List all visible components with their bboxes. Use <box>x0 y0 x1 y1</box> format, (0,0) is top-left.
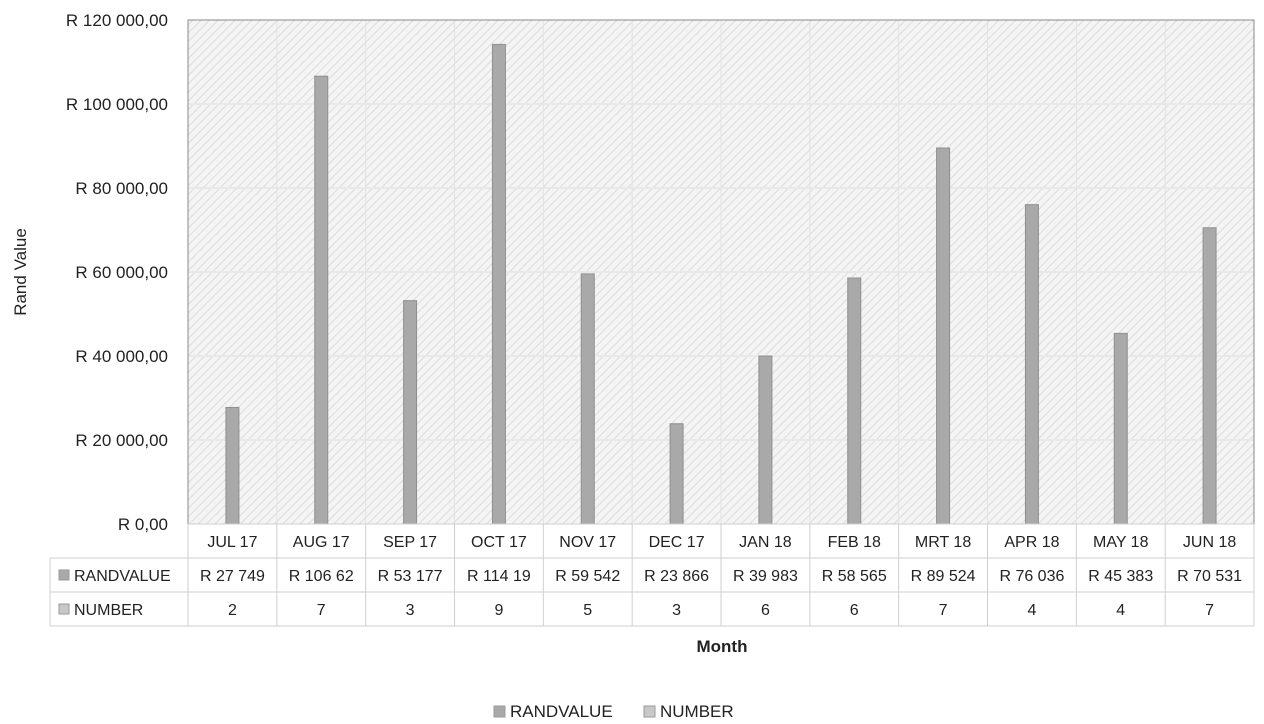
bar-randvalue <box>758 355 773 525</box>
table-series-swatch <box>58 569 70 581</box>
bar-randvalue <box>580 273 595 525</box>
y-tick-label: R 80 000,00 <box>75 179 168 198</box>
table-cell: R 59 542 <box>555 568 620 585</box>
y-tick-label: R 120 000,00 <box>66 11 168 30</box>
bars <box>225 43 1225 525</box>
data-table: JUL 17 AUG 17 SEP 17 OCT 17 NOV 17 DEC 17 JAN … <box>49 523 1255 627</box>
table-cell: R 39 983 <box>733 568 798 585</box>
bar-randvalue <box>669 423 684 525</box>
bar-randvalue <box>936 147 951 525</box>
table-cell: R 76 036 <box>999 568 1064 585</box>
table-cell: 2 <box>228 602 237 619</box>
table-cell: R 70 531 <box>1177 568 1242 585</box>
bar-randvalue <box>403 300 418 525</box>
legend-swatch <box>643 705 656 718</box>
bar-randvalue <box>225 406 240 525</box>
bar-randvalue <box>847 277 862 525</box>
table-cell: R 89 524 <box>911 568 976 585</box>
table-cell: 4 <box>1027 602 1036 619</box>
bar-randvalue <box>314 75 329 525</box>
x-tick-label: JAN 18 <box>739 534 792 551</box>
y-tick-label: R 100 000,00 <box>66 95 168 114</box>
table-cell: 7 <box>939 602 948 619</box>
x-tick-label: SEP 17 <box>383 534 437 551</box>
bar-randvalue <box>1113 332 1128 525</box>
bar-randvalue <box>1024 204 1039 525</box>
table-cell: 5 <box>583 602 592 619</box>
table-cell: 4 <box>1116 602 1125 619</box>
bar-randvalue <box>491 43 506 525</box>
table-cell: R 23 866 <box>644 568 709 585</box>
x-tick-label: APR 18 <box>1004 534 1059 551</box>
legend-label: RANDVALUE <box>510 702 613 721</box>
x-tick-label: MRT 18 <box>915 534 971 551</box>
x-tick-label: AUG 17 <box>293 534 350 551</box>
x-tick-label: MAY 18 <box>1093 534 1149 551</box>
table-cell: 6 <box>761 602 770 619</box>
table-cell: R 106 62 <box>289 568 354 585</box>
table-cell: 6 <box>850 602 859 619</box>
table-cell: 9 <box>494 602 503 619</box>
legend: RANDVALUE NUMBER <box>493 702 734 721</box>
table-series-name: RANDVALUE <box>74 568 171 585</box>
legend-label: NUMBER <box>660 702 734 721</box>
table-series-swatch <box>58 603 70 615</box>
x-tick-label: FEB 18 <box>828 534 881 551</box>
gridlines <box>188 20 1254 524</box>
y-axis-ticks: R 0,00 R 20 000,00 R 40 000,00 R 60 000,00 R… <box>66 11 168 534</box>
table-series-name: NUMBER <box>74 602 143 619</box>
x-axis-title: Month <box>697 637 748 656</box>
x-tick-label: NOV 17 <box>559 534 616 551</box>
y-tick-label: R 20 000,00 <box>75 431 168 450</box>
legend-swatch <box>493 705 506 718</box>
table-cell: R 53 177 <box>378 568 443 585</box>
x-tick-label: DEC 17 <box>649 534 705 551</box>
table-cell: 3 <box>406 602 415 619</box>
x-tick-label: JUL 17 <box>207 534 257 551</box>
table-cell: 3 <box>672 602 681 619</box>
y-tick-label: R 60 000,00 <box>75 263 168 282</box>
x-tick-label: JUN 18 <box>1183 534 1236 551</box>
table-cell: R 27 749 <box>200 568 265 585</box>
table-cell: 7 <box>317 602 326 619</box>
y-axis-title: Rand Value <box>11 228 30 316</box>
y-tick-label: R 0,00 <box>118 515 168 534</box>
bar-randvalue <box>1202 227 1217 525</box>
y-tick-label: R 40 000,00 <box>75 347 168 366</box>
x-tick-label: OCT 17 <box>471 534 527 551</box>
table-cell: R 58 565 <box>822 568 887 585</box>
table-cell: R 45 383 <box>1088 568 1153 585</box>
table-cell: R 114 19 <box>467 568 531 585</box>
table-cell: 7 <box>1205 602 1214 619</box>
